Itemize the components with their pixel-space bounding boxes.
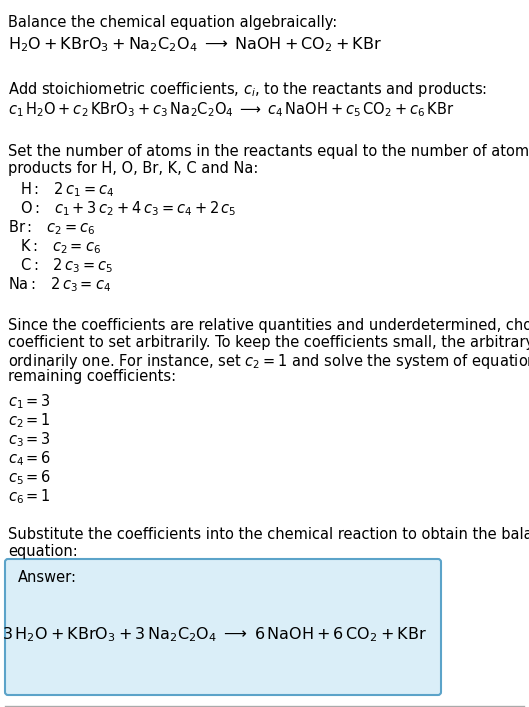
Text: Add stoichiometric coefficients, $c_i$, to the reactants and products:: Add stoichiometric coefficients, $c_i$, … bbox=[8, 80, 487, 99]
Text: equation:: equation: bbox=[8, 544, 78, 559]
Text: $c_1 = 3$: $c_1 = 3$ bbox=[8, 392, 51, 411]
Text: $\mathrm{C{:}}\;\;\; 2\,c_3 = c_5$: $\mathrm{C{:}}\;\;\; 2\,c_3 = c_5$ bbox=[20, 256, 113, 275]
Text: $c_2 = 1$: $c_2 = 1$ bbox=[8, 411, 51, 430]
Text: products for H, O, Br, K, C and Na:: products for H, O, Br, K, C and Na: bbox=[8, 161, 258, 176]
Text: $c_1\,\mathrm{H_2O} + c_2\,\mathrm{KBrO_3} + c_3\,\mathrm{Na_2C_2O_4} \;\longrig: $c_1\,\mathrm{H_2O} + c_2\,\mathrm{KBrO_… bbox=[8, 100, 454, 119]
Text: ordinarily one. For instance, set $c_2 = 1$ and solve the system of equations fo: ordinarily one. For instance, set $c_2 =… bbox=[8, 352, 529, 371]
Text: $\mathrm{H{:}}\;\;\; 2\,c_1 = c_4$: $\mathrm{H{:}}\;\;\; 2\,c_1 = c_4$ bbox=[20, 180, 114, 199]
Text: remaining coefficients:: remaining coefficients: bbox=[8, 369, 176, 384]
Text: Substitute the coefficients into the chemical reaction to obtain the balanced: Substitute the coefficients into the che… bbox=[8, 527, 529, 542]
Text: $\mathrm{Na{:}}\;\;\; 2\,c_3 = c_4$: $\mathrm{Na{:}}\;\;\; 2\,c_3 = c_4$ bbox=[8, 275, 111, 293]
FancyBboxPatch shape bbox=[5, 559, 441, 695]
Text: $\mathrm{K{:}}\;\;\; c_2 = c_6$: $\mathrm{K{:}}\;\;\; c_2 = c_6$ bbox=[20, 237, 101, 256]
Text: $c_4 = 6$: $c_4 = 6$ bbox=[8, 449, 51, 468]
Text: $\mathrm{Br{:}}\;\;\; c_2 = c_6$: $\mathrm{Br{:}}\;\;\; c_2 = c_6$ bbox=[8, 218, 95, 237]
Text: Set the number of atoms in the reactants equal to the number of atoms in the: Set the number of atoms in the reactants… bbox=[8, 144, 529, 159]
Text: Answer:: Answer: bbox=[18, 570, 77, 585]
Text: $c_6 = 1$: $c_6 = 1$ bbox=[8, 487, 51, 506]
Text: $3\,\mathrm{H_2O} + \mathrm{KBrO_3} + 3\,\mathrm{Na_2C_2O_4} \;\longrightarrow\;: $3\,\mathrm{H_2O} + \mathrm{KBrO_3} + 3\… bbox=[3, 626, 427, 644]
Text: $c_5 = 6$: $c_5 = 6$ bbox=[8, 468, 51, 486]
Text: coefficient to set arbitrarily. To keep the coefficients small, the arbitrary va: coefficient to set arbitrarily. To keep … bbox=[8, 335, 529, 350]
Text: Since the coefficients are relative quantities and underdetermined, choose a: Since the coefficients are relative quan… bbox=[8, 318, 529, 333]
Text: $c_3 = 3$: $c_3 = 3$ bbox=[8, 430, 51, 449]
Text: Balance the chemical equation algebraically:: Balance the chemical equation algebraica… bbox=[8, 15, 338, 30]
Text: $\mathrm{H_2O + KBrO_3 + Na_2C_2O_4 \;\longrightarrow\; NaOH + CO_2 + KBr}$: $\mathrm{H_2O + KBrO_3 + Na_2C_2O_4 \;\l… bbox=[8, 35, 382, 54]
Text: $\mathrm{O{:}}\;\;\; c_1 + 3\,c_2 + 4\,c_3 = c_4 + 2\,c_5$: $\mathrm{O{:}}\;\;\; c_1 + 3\,c_2 + 4\,c… bbox=[20, 199, 236, 218]
